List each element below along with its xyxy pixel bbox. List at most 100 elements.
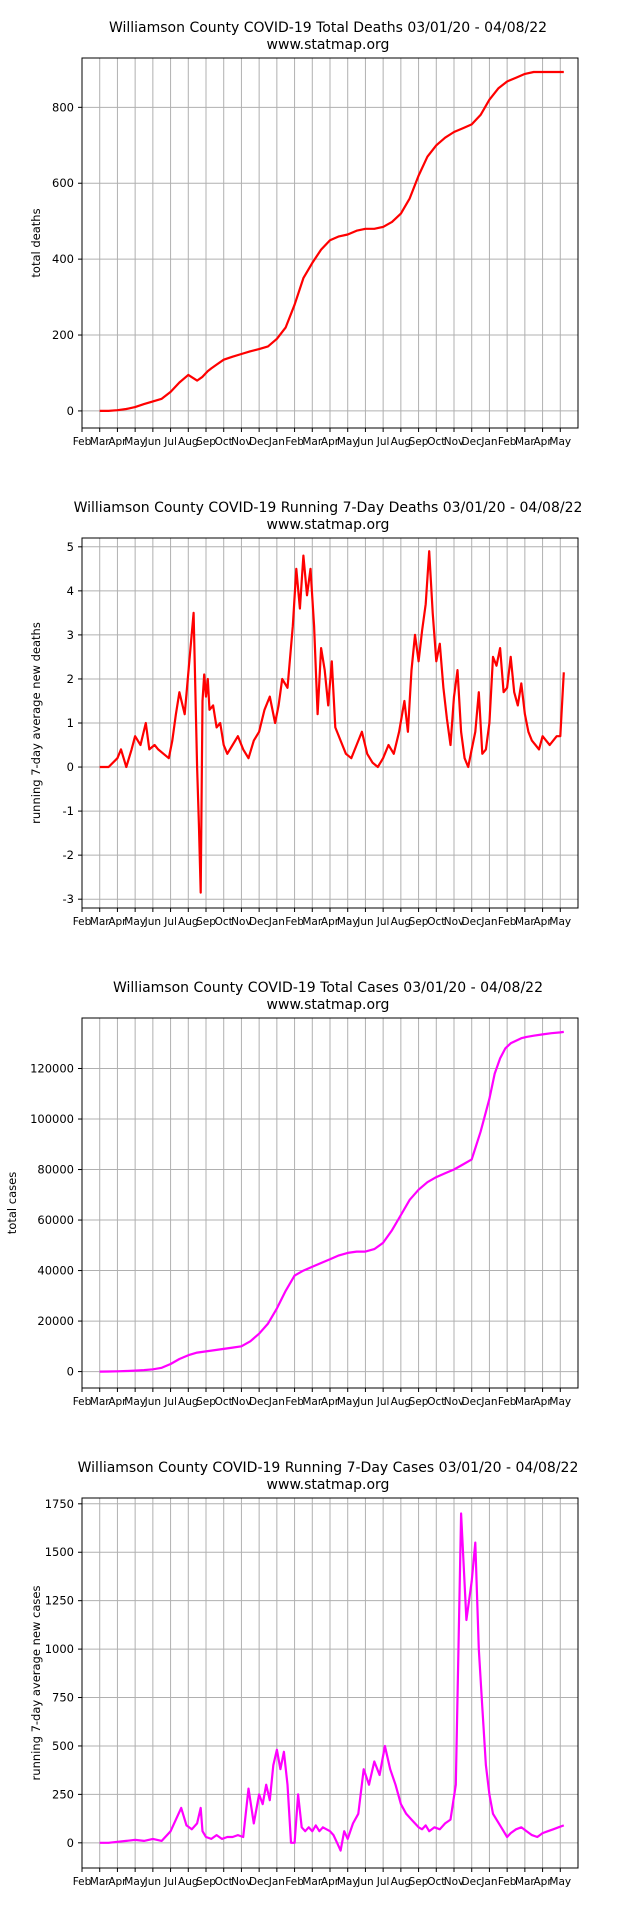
chart-panel-total-deaths: Williamson County COVID-19 Total Deaths … <box>0 0 640 480</box>
y-tick-label: 60000 <box>37 1213 74 1227</box>
x-tick-label: Apr <box>321 1396 340 1408</box>
x-tick-label: Feb <box>73 916 92 928</box>
x-tick-label: Sep <box>409 436 429 448</box>
x-tick-label: Apr <box>321 1876 340 1888</box>
x-tick-label: Mar <box>302 1876 322 1888</box>
x-tick-label: May <box>549 1396 571 1408</box>
x-tick-label: Nov <box>444 436 465 448</box>
y-tick-label: 0 <box>67 1836 74 1850</box>
y-tick-label: 20000 <box>37 1314 74 1328</box>
x-tick-label: Jul <box>163 1876 177 1888</box>
x-tick-label: Aug <box>391 1396 412 1408</box>
series-line <box>99 1512 565 1852</box>
x-tick-label: May <box>337 1396 359 1408</box>
x-tick-label: Sep <box>409 1876 429 1888</box>
x-tick-label: Feb <box>498 1876 517 1888</box>
x-tick-label: Dec <box>249 1876 270 1888</box>
chart-title: Williamson County COVID-19 Total Deaths … <box>109 20 547 36</box>
x-tick-label: Feb <box>498 916 517 928</box>
y-tick-label: -3 <box>63 892 74 906</box>
x-tick-label: May <box>124 916 146 928</box>
x-tick-label: Nov <box>444 1396 465 1408</box>
x-tick-label: Dec <box>462 1876 483 1888</box>
series-line <box>99 550 565 894</box>
y-tick-label: 800 <box>52 100 74 114</box>
x-tick-label: Mar <box>90 1876 110 1888</box>
x-tick-label: Nov <box>231 916 252 928</box>
y-tick-label: 600 <box>52 176 74 190</box>
y-tick-label: 0 <box>67 1365 74 1379</box>
x-tick-label: Nov <box>231 436 252 448</box>
x-tick-label: Dec <box>249 436 270 448</box>
x-tick-label: Jun <box>144 1876 161 1888</box>
x-tick-label: Jun <box>144 436 161 448</box>
x-tick-label: Sep <box>196 1876 216 1888</box>
x-tick-label: Jan <box>268 916 285 928</box>
x-tick-label: Apr <box>108 916 127 928</box>
x-tick-label: Feb <box>498 436 517 448</box>
chart-subtitle: www.statmap.org <box>267 517 390 533</box>
y-tick-label: 120000 <box>30 1062 74 1076</box>
x-tick-label: May <box>549 916 571 928</box>
x-tick-label: Mar <box>515 436 535 448</box>
chart-title: Williamson County COVID-19 Running 7-Day… <box>78 1460 579 1476</box>
chart-running-deaths: Williamson County COVID-19 Running 7-Day… <box>29 500 582 928</box>
x-tick-label: Aug <box>391 436 412 448</box>
y-tick-label: 1000 <box>45 1642 74 1656</box>
x-tick-label: Aug <box>391 1876 412 1888</box>
x-tick-label: Nov <box>231 1396 252 1408</box>
grid <box>81 1498 578 1868</box>
x-tick-label: May <box>124 1396 146 1408</box>
chart-running-cases: Williamson County COVID-19 Running 7-Day… <box>29 1460 579 1888</box>
y-tick-label: 4 <box>67 584 74 598</box>
x-tick-label: Jul <box>163 916 177 928</box>
chart-panel-running-deaths: Williamson County COVID-19 Running 7-Day… <box>0 480 640 960</box>
y-tick-label: 750 <box>52 1691 74 1705</box>
grid <box>81 58 578 428</box>
x-tick-label: May <box>549 1876 571 1888</box>
y-tick-label: 0 <box>67 404 74 418</box>
x-tick-label: Mar <box>302 1396 322 1408</box>
x-tick-label: Jan <box>480 1876 497 1888</box>
x-tick-label: Mar <box>515 916 535 928</box>
x-tick-label: Feb <box>73 1876 92 1888</box>
x-tick-label: Aug <box>178 1396 199 1408</box>
x-tick-label: Feb <box>285 1876 304 1888</box>
x-tick-label: Jan <box>268 1396 285 1408</box>
x-tick-label: Dec <box>462 436 483 448</box>
chart-subtitle: www.statmap.org <box>267 37 390 53</box>
x-tick-label: Apr <box>533 1396 552 1408</box>
chart-total-cases: Williamson County COVID-19 Total Cases 0… <box>5 980 579 1408</box>
y-tick-label: 40000 <box>37 1264 74 1278</box>
y-tick-label: 3 <box>67 628 74 642</box>
x-tick-label: May <box>337 916 359 928</box>
y-tick-label: 100000 <box>30 1112 74 1126</box>
x-tick-label: Jan <box>268 1876 285 1888</box>
x-tick-label: Nov <box>444 916 465 928</box>
chart-subtitle: www.statmap.org <box>267 997 390 1013</box>
x-tick-label: Apr <box>321 436 340 448</box>
x-tick-label: Mar <box>90 916 110 928</box>
x-tick-label: Mar <box>90 1396 110 1408</box>
x-tick-label: May <box>337 436 359 448</box>
x-tick-label: Mar <box>515 1396 535 1408</box>
x-tick-label: May <box>124 1876 146 1888</box>
y-tick-label: -1 <box>63 804 74 818</box>
y-tick-label: 250 <box>52 1787 74 1801</box>
x-tick-label: Feb <box>285 1396 304 1408</box>
x-tick-label: Jul <box>163 436 177 448</box>
x-tick-label: Aug <box>391 916 412 928</box>
x-tick-label: Jan <box>480 436 497 448</box>
x-tick-label: Jul <box>376 436 390 448</box>
x-tick-label: May <box>124 436 146 448</box>
y-tick-label: 2 <box>67 672 74 686</box>
x-tick-label: Feb <box>73 436 92 448</box>
series-line <box>99 1030 564 1373</box>
y-tick-label: 500 <box>52 1739 74 1753</box>
x-tick-label: Jun <box>356 916 373 928</box>
x-tick-label: Jun <box>356 436 373 448</box>
y-tick-label: 5 <box>67 540 74 554</box>
chart-title: Williamson County COVID-19 Total Cases 0… <box>113 980 543 996</box>
series-line <box>99 70 564 412</box>
x-tick-label: Sep <box>409 1396 429 1408</box>
